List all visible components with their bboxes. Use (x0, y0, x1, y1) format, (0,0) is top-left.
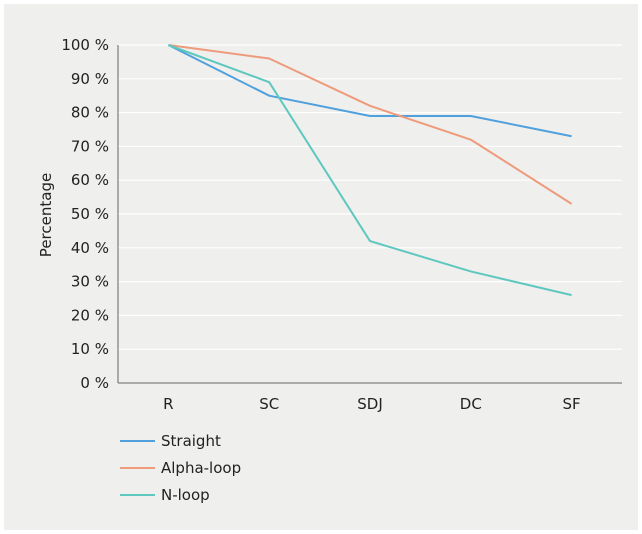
y-tick-label: 0 % (80, 374, 109, 392)
y-tick-label: 50 % (71, 205, 109, 223)
series-line (168, 44, 572, 297)
series-line (168, 44, 573, 205)
x-tick-label: SC (259, 395, 279, 413)
x-tick-label: R (163, 395, 173, 413)
series-line (167, 44, 572, 138)
x-tick-labels: R SC SDJ DC SF (163, 395, 580, 413)
y-tick-label: 30 % (71, 273, 109, 291)
y-tick-label: 100 % (61, 36, 109, 54)
chart-panel (4, 4, 638, 530)
axes (117, 45, 622, 384)
x-tick-label: SDJ (357, 395, 383, 413)
x-tick-label: SF (563, 395, 581, 413)
legend: Straight Alpha-loop N-loop (120, 432, 241, 504)
series-lines (167, 44, 573, 297)
gridlines (118, 44, 622, 350)
y-tick-label: 20 % (71, 306, 109, 324)
legend-label: Alpha-loop (161, 459, 241, 477)
y-tick-label: 10 % (71, 340, 109, 358)
legend-label: Straight (161, 432, 221, 450)
y-tick-label: 90 % (71, 70, 109, 88)
y-axis-label: Percentage (37, 173, 55, 257)
y-tick-labels: 0 % 10 % 20 % 30 % 40 % 50 % 60 % 70 % 80 % 90 % 1… (61, 36, 109, 392)
x-tick-label: DC (460, 395, 482, 413)
y-tick-label: 40 % (71, 239, 109, 257)
legend-label: N-loop (161, 486, 210, 504)
y-tick-label: 60 % (71, 171, 109, 189)
y-tick-label: 70 % (71, 137, 109, 155)
y-tick-label: 80 % (71, 104, 109, 122)
